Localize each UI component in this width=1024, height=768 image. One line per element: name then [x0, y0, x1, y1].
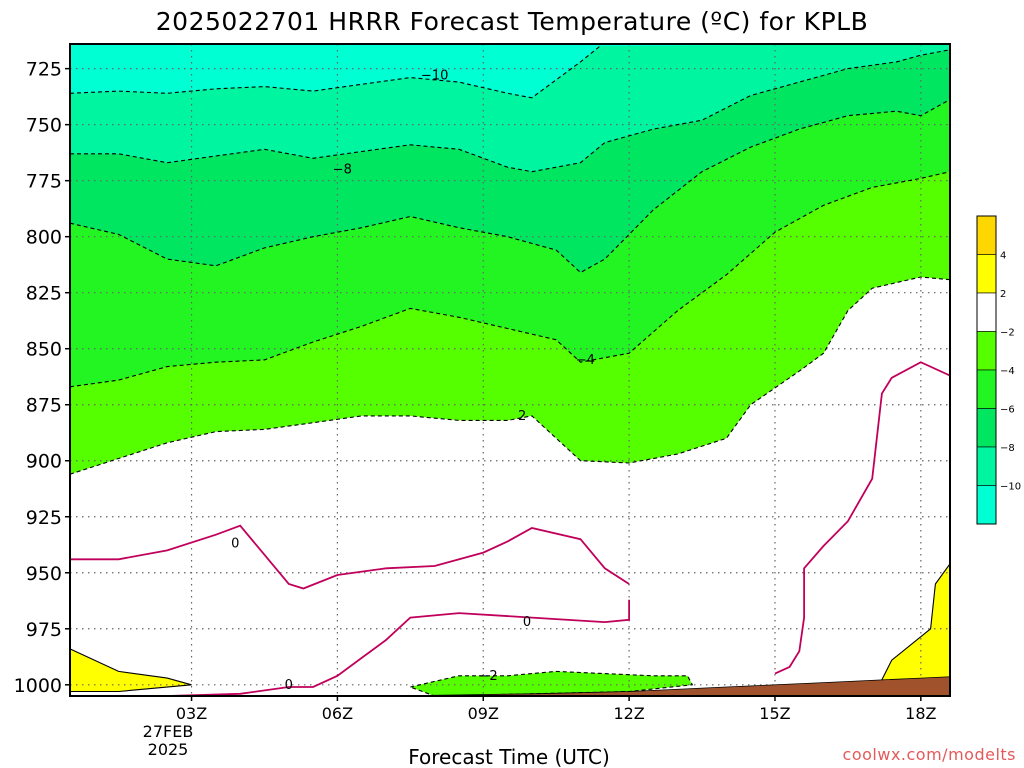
colorbar-bin — [976, 369, 997, 409]
ground-fill — [70, 676, 950, 696]
colorbar-bin — [976, 485, 997, 525]
band-m2-2 — [70, 277, 950, 696]
colorbar-tick-label: −6 — [1000, 405, 1015, 416]
colorbar-tick-label: −4 — [1000, 366, 1015, 377]
temperature-fills — [70, 44, 950, 696]
colorbar-tick-label: −8 — [1000, 443, 1015, 454]
contour-label: 2 — [518, 409, 526, 424]
y-tick-label: 725 — [26, 59, 62, 81]
contour-labels: −10 −8 −4 2 0 0 0 −2 — [231, 68, 595, 692]
band-2-4-left — [70, 648, 192, 692]
contour-label: −10 — [421, 68, 448, 83]
contour-label: −2 — [479, 669, 498, 684]
x-axis-label: Forecast Time (UTC) — [408, 745, 610, 768]
y-tick-label: 900 — [26, 451, 62, 473]
colorbar-bin — [976, 408, 997, 448]
x-tick-label: 06Z — [322, 704, 353, 723]
colorbar-bin — [976, 292, 997, 332]
isotherm-2-seg2 — [876, 562, 950, 690]
colorbar-bin — [976, 331, 997, 371]
isotherm-m4 — [70, 171, 950, 388]
ground-surface — [70, 676, 950, 696]
x-axis: 03Z 06Z 09Z 12Z 15Z 18Z — [176, 696, 937, 723]
colorbar-tick-label: 4 — [1000, 251, 1006, 262]
contour-label: 0 — [231, 537, 239, 552]
y-tick-label: 950 — [26, 563, 62, 585]
plot-area — [70, 44, 950, 696]
colorbar: 4 2 −2 −4 −6 −8 −10 — [976, 215, 1021, 525]
isotherm-m10 — [70, 45, 601, 99]
y-tick-label: 875 — [26, 395, 62, 417]
y-tick-label: 750 — [26, 115, 62, 137]
y-tick-label: 1000 — [14, 675, 62, 697]
colorbar-tick-label: −10 — [1000, 482, 1021, 493]
x-tick-label: 12Z — [613, 704, 644, 723]
y-tick-label: 850 — [26, 339, 62, 361]
isotherm-0-seg2 — [70, 599, 630, 696]
y-tick-label: 925 — [26, 507, 62, 529]
chart-title: 2025022701 HRRR Forecast Temperature (ºC… — [156, 7, 868, 36]
colorbar-tick-label: −2 — [1000, 328, 1015, 339]
date-label-line1: 27FEB — [143, 722, 194, 741]
x-tick-label: 18Z — [905, 704, 936, 723]
y-tick-label: 975 — [26, 619, 62, 641]
contour-label: 0 — [523, 615, 531, 630]
x-tick-label: 09Z — [468, 704, 499, 723]
colorbar-frame — [976, 215, 997, 525]
contour-label: −8 — [333, 162, 352, 177]
date-label-line2: 2025 — [148, 740, 189, 759]
y-axis: 725 750 775 800 825 850 875 900 925 950 975 1000 — [14, 59, 70, 697]
isotherm-lines — [70, 45, 950, 696]
contour-label: −4 — [576, 353, 595, 368]
isotherm-m8 — [70, 49, 950, 173]
watermark: coolwx.com/modelts — [843, 745, 1016, 764]
y-tick-label: 825 — [26, 283, 62, 305]
band-m4-m2-surface — [410, 671, 693, 696]
x-tick-label: 03Z — [176, 704, 207, 723]
x-tick-label: 15Z — [759, 704, 790, 723]
colorbar-bin — [976, 215, 997, 255]
colorbar-tick-label: 2 — [1000, 289, 1006, 300]
contour-label: 0 — [285, 678, 293, 693]
isotherm-2-seg1 — [70, 648, 192, 693]
y-tick-label: 775 — [26, 171, 62, 193]
isotherm-m6 — [70, 98, 950, 274]
y-tick-label: 800 — [26, 227, 62, 249]
isotherm-m2 — [70, 276, 950, 475]
isotherm-0-seg3 — [774, 361, 950, 675]
colorbar-bin — [976, 254, 997, 294]
colorbar-bin — [976, 446, 997, 486]
isotherm-0-seg1 — [70, 524, 630, 590]
plot-frame — [69, 43, 951, 697]
